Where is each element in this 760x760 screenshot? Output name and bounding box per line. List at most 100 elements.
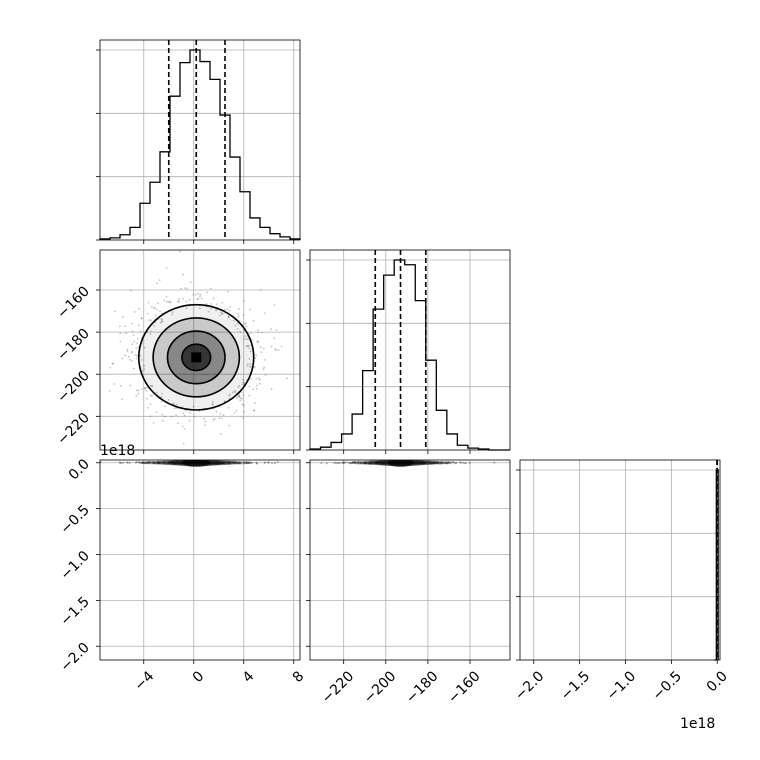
scatter-point — [360, 462, 363, 465]
scatter-point — [338, 461, 341, 464]
scatter-point — [109, 366, 111, 369]
scatter-point — [445, 461, 448, 464]
contour-4 — [181, 343, 212, 372]
scatter-point — [112, 362, 114, 365]
scatter-point — [248, 365, 251, 368]
scatter-point — [363, 462, 366, 465]
scatter-point — [449, 461, 452, 464]
scatter-point — [95, 387, 97, 389]
scatter-point — [433, 461, 436, 464]
scatter-point — [178, 298, 181, 301]
scatter-point — [124, 354, 127, 357]
scatter-point — [157, 462, 160, 465]
scatter-point — [118, 325, 121, 328]
scatter-point — [247, 462, 250, 465]
scatter-point — [163, 299, 166, 302]
scatter-point — [145, 389, 147, 392]
scatter-point — [445, 462, 448, 465]
scatter-point — [139, 354, 142, 357]
scatter-point — [152, 461, 155, 464]
scatter-point — [352, 461, 355, 464]
scatter-point — [493, 461, 496, 464]
scatter-point — [432, 462, 435, 465]
scatter-point — [243, 404, 245, 407]
scatter-point — [459, 461, 462, 464]
scatter-point — [185, 300, 188, 303]
scatter-point — [249, 363, 252, 365]
scatter-point — [354, 462, 357, 465]
scatter-point — [146, 312, 149, 315]
scatter-point — [142, 461, 145, 464]
scatter-point — [426, 462, 429, 465]
scatter-point — [136, 354, 139, 357]
scatter-point — [180, 287, 183, 290]
scatter-point — [353, 461, 356, 464]
scatter-point — [262, 368, 265, 371]
scatter-point — [121, 398, 123, 401]
panel-hist-0 — [99, 40, 301, 240]
x-tick-label-1-3: −160 — [445, 668, 484, 707]
y-tick-label-1-0: −220 — [54, 410, 93, 449]
scatter-point — [188, 419, 191, 422]
scatter-point — [155, 308, 158, 311]
scatter-point — [218, 417, 221, 420]
scatter-point — [192, 293, 195, 296]
scatter-point — [249, 332, 252, 335]
scatter-point — [171, 311, 174, 314]
scatter-point — [219, 412, 222, 415]
scatter-point — [427, 461, 430, 464]
scatter-point — [246, 462, 249, 465]
histogram-1 — [309, 259, 510, 451]
scatter-point — [160, 461, 163, 464]
scatter-point — [241, 381, 244, 384]
scatter-point — [215, 410, 218, 413]
scatter-point — [364, 462, 367, 465]
scatter-point — [433, 461, 436, 464]
scatter-point — [336, 462, 339, 465]
scatter-point — [143, 368, 146, 371]
scatter-point — [165, 300, 168, 303]
scatter-point — [255, 354, 258, 357]
scatter-point — [160, 320, 163, 323]
scatter-point — [229, 462, 232, 465]
scatter-point — [441, 461, 444, 464]
scatter-point — [352, 461, 355, 464]
scatter-point — [143, 461, 146, 464]
scatter-point — [262, 347, 265, 350]
scatter-point — [243, 322, 246, 325]
scatter-point — [182, 297, 184, 300]
scatter-point — [439, 462, 442, 465]
scatter-point — [221, 301, 224, 304]
scatter-point — [126, 461, 129, 464]
scatter-point — [429, 461, 432, 464]
scatter-point — [439, 462, 442, 465]
scatter-point — [348, 462, 351, 465]
scatter-point — [151, 461, 154, 464]
scatter-point — [439, 461, 442, 464]
scatter-point — [132, 367, 135, 370]
scatter-point — [159, 310, 162, 313]
scatter-point — [175, 414, 177, 416]
scatter-point — [256, 384, 258, 387]
scatter-point — [238, 461, 241, 464]
scatter-point — [236, 461, 239, 464]
scatter-point — [100, 461, 102, 464]
scatter-point — [362, 462, 365, 465]
scatter-point — [151, 394, 153, 397]
scatter-point — [138, 307, 141, 310]
scatter-point — [248, 347, 251, 350]
scatter-point — [182, 273, 185, 276]
contour-2 — [152, 317, 241, 398]
scatter-point — [199, 307, 201, 310]
axes-frame — [309, 249, 511, 451]
scatter-point — [120, 385, 122, 387]
scatter-point — [213, 418, 216, 420]
scatter-point — [239, 462, 242, 465]
scatter-point — [442, 461, 445, 464]
scatter-point — [364, 461, 367, 464]
scatter-point — [233, 391, 236, 394]
scatter-point — [220, 311, 223, 314]
scatter-point — [158, 461, 161, 464]
scatter-point — [167, 399, 170, 401]
scatter-point — [354, 461, 357, 464]
